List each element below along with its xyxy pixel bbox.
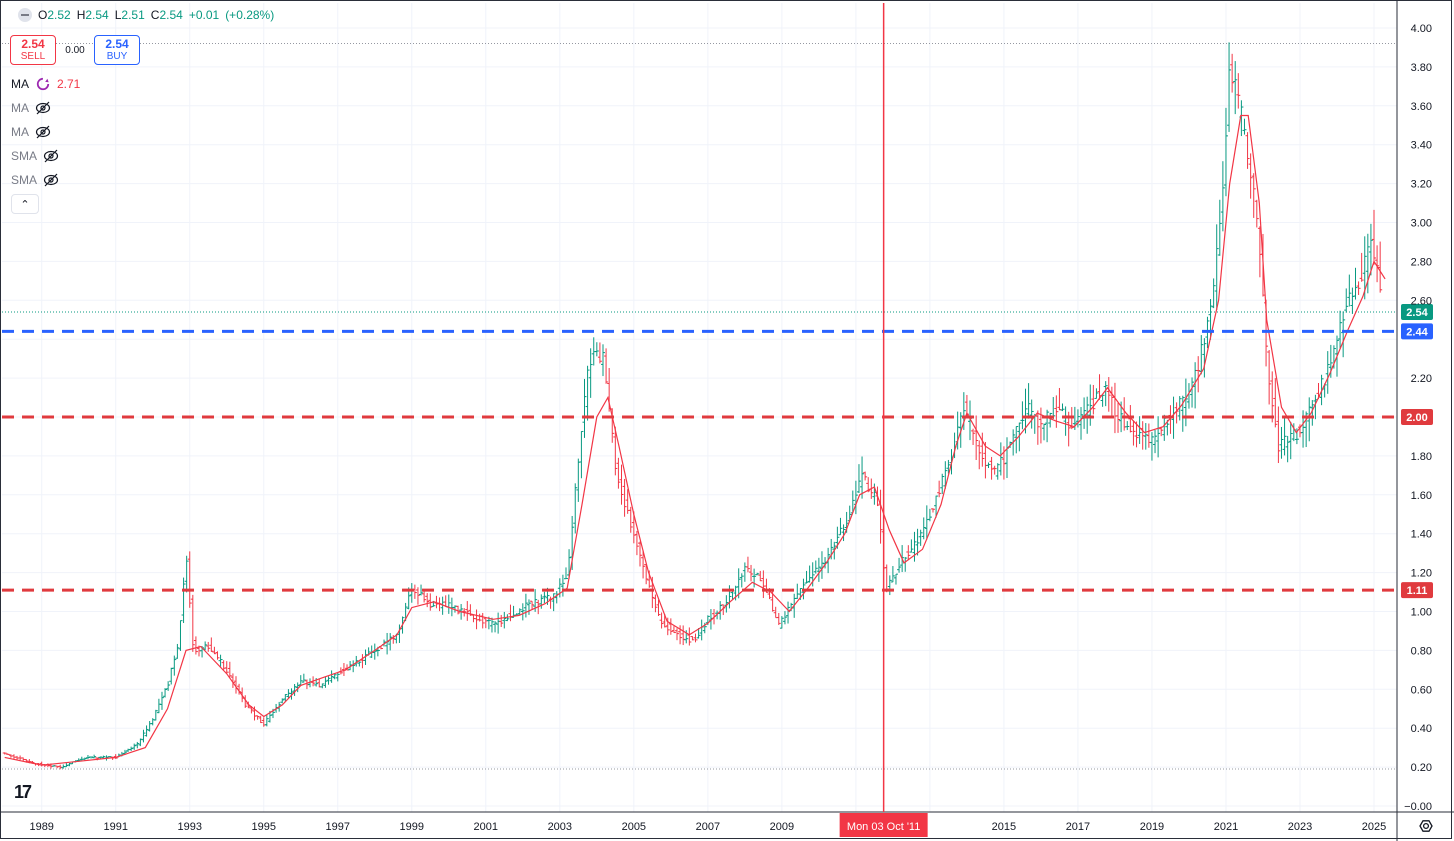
gear-icon[interactable] — [1416, 816, 1436, 836]
high-value: 2.54 — [85, 8, 109, 22]
loading-icon[interactable] — [35, 77, 51, 91]
y-tick-label: 1.40 — [1411, 529, 1432, 541]
x-tick-label: 1991 — [103, 821, 127, 833]
price-level-badge — [1401, 409, 1433, 425]
y-tick-label: 1.80 — [1411, 451, 1432, 463]
close-label: C — [150, 8, 160, 22]
y-tick-label: 3.40 — [1411, 140, 1432, 152]
trade-panel: 2.54 SELL 0.00 2.54 BUY — [10, 35, 140, 65]
eye-hidden-icon[interactable] — [43, 149, 59, 163]
indicator-name: MA — [11, 77, 29, 91]
indicator-name: MA — [11, 125, 29, 139]
x-tick-label: 2003 — [548, 821, 572, 833]
moving-average-line — [4, 114, 1386, 766]
low-label: L — [114, 8, 122, 22]
y-tick-label: 0.80 — [1411, 645, 1432, 657]
price-level-badge — [1401, 323, 1433, 340]
price-level-badge — [1401, 582, 1433, 599]
x-tick-label: 2009 — [770, 821, 794, 833]
x-tick-label: 2019 — [1140, 821, 1164, 833]
y-tick-label: 3.00 — [1411, 218, 1432, 230]
y-tick-label: 1.60 — [1411, 490, 1432, 502]
crosshair-date-label: Mon 03 Oct '11 — [847, 821, 920, 833]
change-percent: (+0.28%) — [225, 8, 275, 22]
ohlc-legend: O2.52 H2.54 L2.51 C2.54 +0.01 (+0.28%) — [18, 8, 274, 22]
y-tick-label: 1.00 — [1411, 607, 1432, 619]
crosshair-date-badge — [839, 813, 928, 837]
y-tick-label: 3.80 — [1411, 62, 1432, 74]
y-tick-label: −0.00 — [1404, 801, 1432, 813]
eye-hidden-icon[interactable] — [35, 101, 51, 115]
indicator-value: 2.71 — [57, 77, 81, 91]
eye-hidden-icon[interactable] — [35, 125, 51, 139]
y-tick-label: 4.00 — [1411, 23, 1432, 35]
buy-price: 2.54 — [105, 37, 129, 51]
price-level-label: 2.00 — [1406, 412, 1427, 424]
change-value: +0.01 — [188, 8, 220, 22]
open-value: 2.52 — [47, 8, 71, 22]
indicator-name: SMA — [11, 149, 38, 163]
indicator-ma-3[interactable]: MA — [11, 125, 51, 139]
sell-button[interactable]: 2.54 SELL — [10, 35, 56, 65]
symbol-status-icon[interactable] — [18, 8, 32, 22]
x-tick-label: 1989 — [29, 821, 53, 833]
indicator-name: MA — [11, 101, 29, 115]
y-tick-label: 0.20 — [1411, 762, 1432, 774]
open-label: O — [38, 8, 48, 22]
low-value: 2.51 — [121, 8, 145, 22]
price-level-label: 2.44 — [1406, 326, 1428, 338]
y-tick-label: 2.60 — [1411, 295, 1432, 307]
tradingview-logo[interactable]: 17 — [14, 782, 32, 802]
y-tick-label: 0.60 — [1411, 684, 1432, 696]
x-tick-label: 2023 — [1288, 821, 1312, 833]
last-price-label: 2.54 — [1406, 307, 1428, 319]
x-tick-label: 2021 — [1214, 821, 1238, 833]
high-label: H — [76, 8, 86, 22]
sell-price: 2.54 — [21, 37, 45, 51]
price-level-label: 1.11 — [1407, 585, 1428, 597]
x-tick-label: 2005 — [622, 821, 646, 833]
x-tick-label: 2001 — [474, 821, 498, 833]
y-tick-label: 2.80 — [1411, 256, 1432, 268]
indicator-sma-2[interactable]: SMA — [11, 173, 59, 187]
spread-value: 0.00 — [65, 44, 85, 56]
indicator-ma-1[interactable]: MA 2.71 — [11, 77, 80, 91]
x-tick-label: 1997 — [326, 821, 350, 833]
x-tick-label: 2015 — [992, 821, 1016, 833]
x-tick-label: 1995 — [252, 821, 276, 833]
buy-label: BUY — [106, 51, 128, 62]
last-price-badge — [1401, 303, 1433, 320]
indicator-sma-1[interactable]: SMA — [11, 149, 59, 163]
indicator-name: SMA — [11, 173, 38, 187]
eye-hidden-icon[interactable] — [43, 173, 59, 187]
y-tick-label: 3.20 — [1411, 179, 1432, 191]
x-tick-label: 1993 — [177, 821, 201, 833]
sell-label: SELL — [20, 51, 46, 62]
x-tick-label: 2025 — [1362, 821, 1386, 833]
x-tick-label: 1999 — [400, 821, 424, 833]
y-tick-label: 1.20 — [1411, 568, 1432, 580]
x-tick-label: 2017 — [1066, 821, 1090, 833]
chevron-up-icon: ⌃ — [20, 198, 30, 211]
buy-button[interactable]: 2.54 BUY — [94, 35, 140, 65]
close-value: 2.54 — [159, 8, 183, 22]
collapse-legend-button[interactable]: ⌃ — [11, 194, 39, 214]
y-tick-label: 2.20 — [1411, 373, 1432, 385]
y-tick-label: 3.60 — [1411, 101, 1432, 113]
x-tick-label: 2007 — [696, 821, 720, 833]
indicator-ma-2[interactable]: MA — [11, 101, 51, 115]
y-tick-label: 0.40 — [1411, 723, 1432, 735]
